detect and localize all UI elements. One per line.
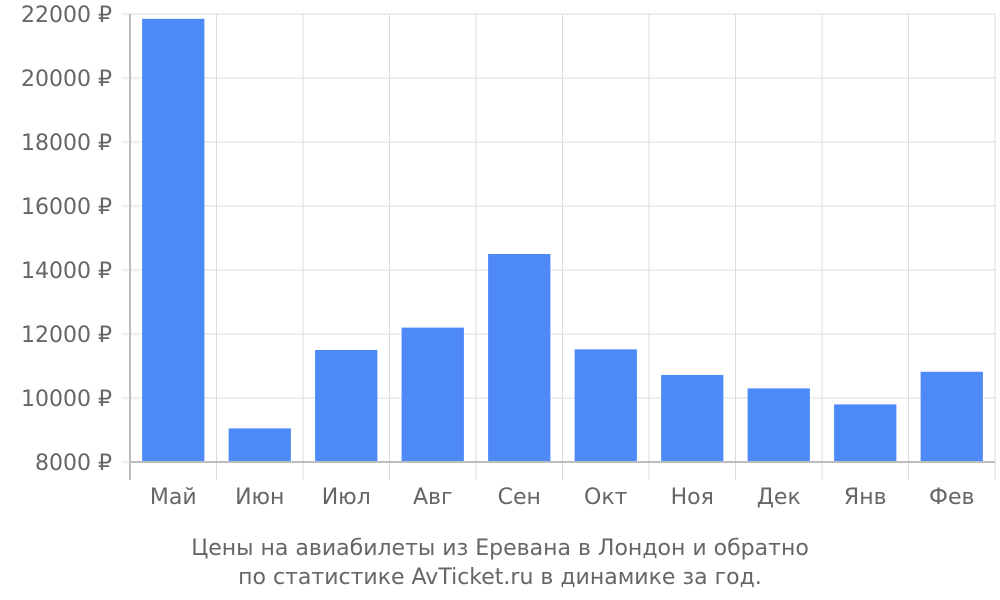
x-tick-label: Янв	[844, 485, 887, 510]
x-tick-label: Июн	[235, 485, 284, 510]
bar	[661, 374, 724, 462]
x-tick-labels: Май Июн Июл Авг Сен Окт Ноя Дек Янв Фев	[150, 485, 975, 510]
x-tick-label: Фев	[929, 485, 974, 510]
caption-line-1: Цены на авиабилеты из Еревана в Лондон и…	[191, 536, 809, 561]
y-tick-label: 22000 ₽	[21, 3, 112, 28]
x-tick-label: Дек	[757, 485, 801, 510]
y-tick-label: 10000 ₽	[21, 387, 112, 412]
x-tick-label: Ноя	[671, 485, 714, 510]
x-tick-label: Авг	[413, 485, 453, 510]
y-tick-label: 12000 ₽	[21, 323, 112, 348]
bars	[142, 18, 983, 463]
bar	[401, 327, 464, 462]
grid-lines	[122, 13, 996, 480]
y-tick-label: 18000 ₽	[21, 131, 112, 156]
bar	[834, 404, 897, 462]
y-tick-label: 16000 ₽	[21, 195, 112, 220]
y-tick-labels: 8000 ₽ 10000 ₽ 12000 ₽ 14000 ₽ 16000 ₽ 18000 …	[21, 3, 112, 476]
y-tick-label: 8000 ₽	[35, 451, 112, 476]
x-tick-label: Май	[150, 485, 197, 510]
y-tick-label: 14000 ₽	[21, 259, 112, 284]
bar	[142, 18, 205, 463]
bar	[920, 371, 983, 462]
x-tick-label: Окт	[584, 485, 628, 510]
x-tick-label: Июл	[322, 485, 371, 510]
bar	[228, 428, 291, 462]
y-tick-label: 20000 ₽	[21, 67, 112, 92]
caption-line-2: по статистике AvTicket.ru в динамике за …	[238, 565, 762, 590]
bar	[747, 388, 810, 462]
bar	[574, 349, 637, 462]
bar	[488, 254, 551, 462]
axes	[129, 14, 995, 480]
bar	[315, 350, 378, 462]
x-tick-label: Сен	[498, 485, 541, 510]
